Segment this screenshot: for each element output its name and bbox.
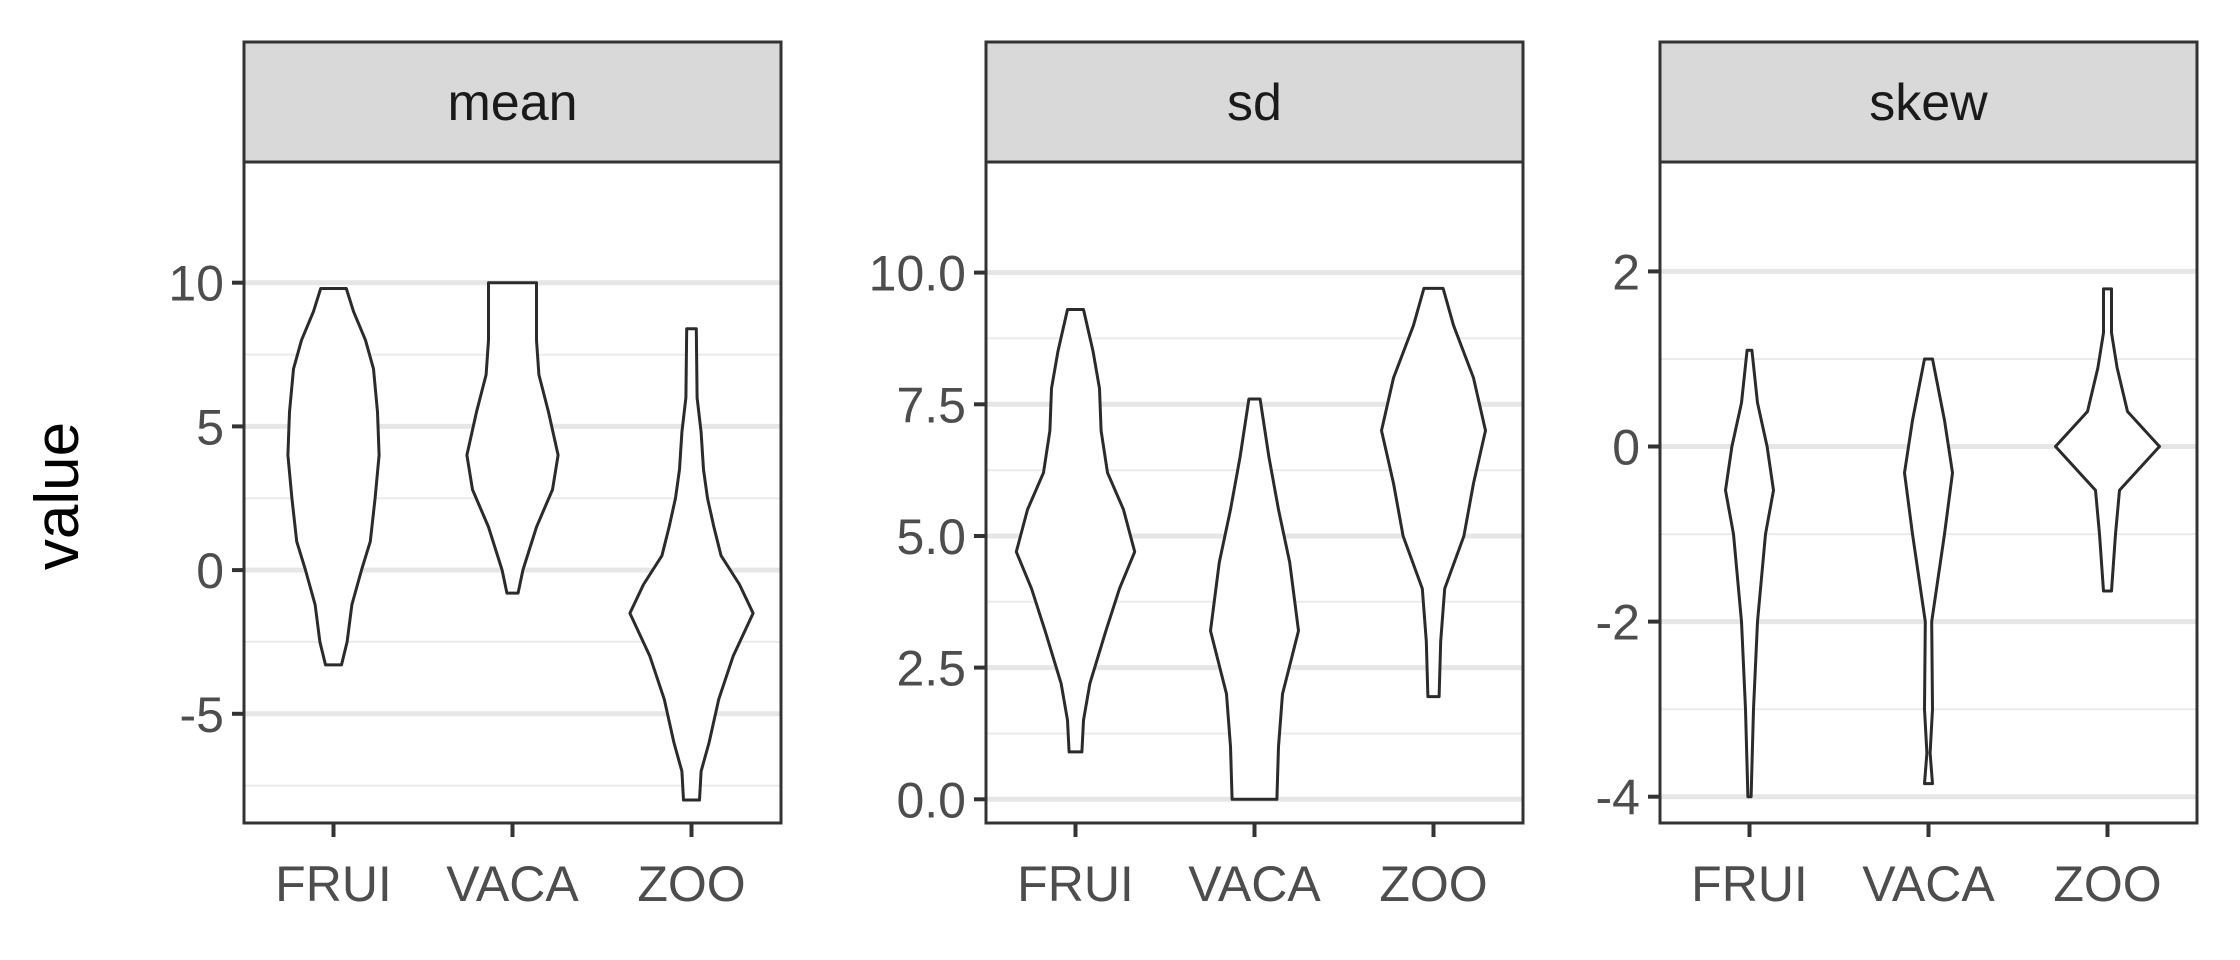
y-tick-label: 10.0 [869,246,966,302]
strip-background [1658,40,2199,164]
x-tick-label: FRUI [1691,856,1808,912]
strip-label: skew [1869,74,1988,132]
x-tick-label: FRUI [1017,856,1134,912]
y-tick-label: 2 [1612,244,1640,300]
y-tick-label: -4 [1596,770,1640,826]
x-tick-label: VACA [1188,856,1321,912]
y-axis-label: value [23,422,92,570]
x-tick-label: ZOO [1379,856,1487,912]
violin-frui [1014,308,1137,754]
strip-label: mean [447,74,577,132]
facet-panels: mean -5 0 5 10 FRUI VACA ZOO sd 0.0 2.5 5.0 7.5 10.0 F… [168,40,2199,912]
x-tick-label: ZOO [2053,856,2161,912]
y-tick-label: -5 [180,687,224,743]
y-tick-label: 5.0 [896,509,966,565]
violin-zoo [628,327,755,802]
y-tick-label: 0.0 [896,772,966,828]
y-tick-label: 0 [196,543,224,599]
violin-zoo [1380,286,1487,699]
x-tick-label: VACA [446,856,579,912]
y-tick-label: 10 [168,256,224,312]
strip-background [984,40,1525,164]
facet-mean: mean -5 0 5 10 FRUI VACA ZOO [168,40,783,912]
facet-skew: skew -4 -2 0 2 FRUI VACA ZOO [1596,40,2199,912]
violin-frui [1724,348,1775,799]
y-tick-label: 5 [196,399,224,455]
violin-vaca [465,281,560,595]
violin-vaca [1903,357,1954,786]
x-tick-label: ZOO [637,856,745,912]
violin-vaca [1209,397,1300,801]
strip-background [242,40,783,164]
violin-frui [286,287,381,667]
facet-sd: sd 0.0 2.5 5.0 7.5 10.0 FRUI VACA ZOO [869,40,1525,912]
y-tick-label: 7.5 [896,377,966,433]
strip-label: sd [1227,74,1282,132]
violin-zoo [2054,287,2161,593]
y-tick-label: -2 [1596,595,1640,651]
y-tick-label: 2.5 [896,641,966,697]
y-tick-label: 0 [1612,420,1640,476]
x-tick-label: FRUI [275,856,392,912]
x-tick-label: VACA [1862,856,1995,912]
